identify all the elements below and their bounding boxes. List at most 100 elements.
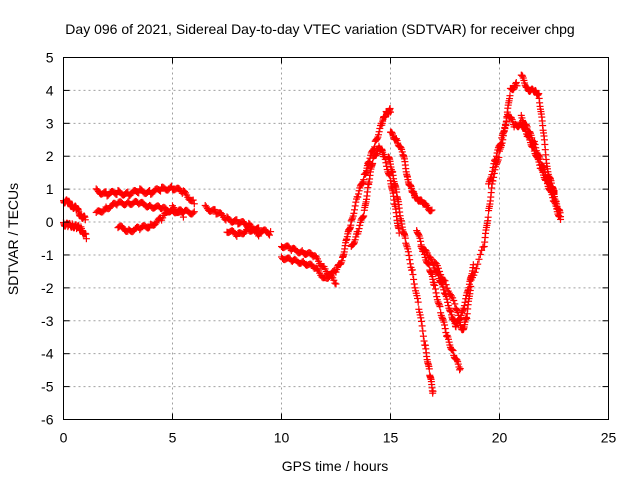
data-point <box>350 209 358 217</box>
data-point <box>530 137 538 145</box>
data-point <box>387 108 394 116</box>
data-point <box>429 387 437 395</box>
data-point <box>406 260 414 268</box>
data-point <box>519 72 527 80</box>
data-point <box>489 164 497 172</box>
data-point <box>179 213 187 221</box>
data-point <box>523 121 531 129</box>
data-point <box>475 255 483 263</box>
data-point <box>441 277 449 285</box>
y-tick-label: -3 <box>41 313 54 329</box>
data-point <box>382 159 390 167</box>
data-point <box>490 156 498 164</box>
data-point <box>471 268 479 276</box>
data-point <box>351 206 359 214</box>
x-tick-label: 25 <box>601 430 617 446</box>
data-point <box>501 125 509 133</box>
data-point <box>500 128 508 136</box>
data-point <box>359 213 367 221</box>
data-point <box>167 182 175 190</box>
data-point <box>81 216 89 224</box>
data-point <box>513 82 521 90</box>
data-point <box>432 289 440 297</box>
data-point <box>512 79 520 87</box>
data-point <box>486 176 494 184</box>
data-point <box>178 209 186 217</box>
data-point <box>431 281 439 289</box>
data-point <box>478 246 486 254</box>
data-point <box>354 190 362 198</box>
data-point <box>451 300 459 308</box>
data-point <box>397 144 405 152</box>
data-point <box>383 162 391 170</box>
data-point <box>337 260 345 268</box>
data-point <box>443 331 451 339</box>
data-point <box>436 267 444 275</box>
data-point <box>428 206 436 214</box>
data-point <box>211 206 219 214</box>
data-point <box>388 129 396 137</box>
data-point <box>354 228 362 236</box>
data-point <box>418 322 426 330</box>
data-point <box>190 200 198 208</box>
x-axis-label: GPS time / hours <box>282 458 389 474</box>
data-point <box>411 284 419 292</box>
data-point <box>404 248 412 256</box>
x-tick-label: 10 <box>274 430 290 446</box>
data-point <box>444 298 452 306</box>
data-point <box>373 135 381 143</box>
data-point <box>189 209 197 217</box>
data-point <box>338 257 346 265</box>
data-point <box>493 149 501 157</box>
y-tick-label: 4 <box>46 82 54 98</box>
y-tick-label: -2 <box>41 280 54 296</box>
data-point <box>266 231 274 239</box>
y-tick-label: 2 <box>46 148 54 164</box>
data-point <box>489 167 497 175</box>
data-point <box>408 266 416 274</box>
data-point <box>419 327 427 335</box>
data-point <box>419 332 427 340</box>
data-point <box>372 151 380 159</box>
data-point <box>492 155 500 163</box>
data-point <box>433 293 441 301</box>
data-point <box>440 286 448 294</box>
grid-lines <box>63 57 609 420</box>
data-point <box>352 198 360 206</box>
data-point <box>441 325 449 333</box>
data-point <box>180 187 188 195</box>
data-point <box>532 144 540 152</box>
x-tick-label: 0 <box>60 430 68 446</box>
data-point <box>492 152 500 160</box>
data-point <box>441 321 449 329</box>
data-point <box>472 265 480 273</box>
x-tick-label: 15 <box>383 430 399 446</box>
data-point <box>417 317 425 325</box>
data-point <box>535 152 543 160</box>
data-point <box>351 202 359 210</box>
data-point <box>331 279 339 287</box>
data-point <box>410 280 418 288</box>
data-point <box>417 314 425 322</box>
data-point <box>416 234 424 242</box>
data-point <box>447 308 455 316</box>
data-point <box>348 215 356 223</box>
data-point <box>371 143 379 151</box>
chart-title: Day 096 of 2021, Sidereal Day-to-day VTE… <box>65 21 574 37</box>
data-point <box>550 190 558 198</box>
data-point <box>450 296 458 304</box>
x-tick-label: 5 <box>169 430 177 446</box>
data-point <box>453 305 461 313</box>
data-point <box>476 251 484 259</box>
data-point <box>402 241 410 249</box>
data-point <box>439 315 447 323</box>
data-point <box>453 356 461 364</box>
data-point <box>410 275 418 283</box>
data-point <box>369 146 377 154</box>
data-point <box>506 92 514 100</box>
y-tick-label: 0 <box>46 214 54 230</box>
data-point <box>256 230 264 238</box>
data-point <box>460 302 468 310</box>
data-point <box>436 303 444 311</box>
